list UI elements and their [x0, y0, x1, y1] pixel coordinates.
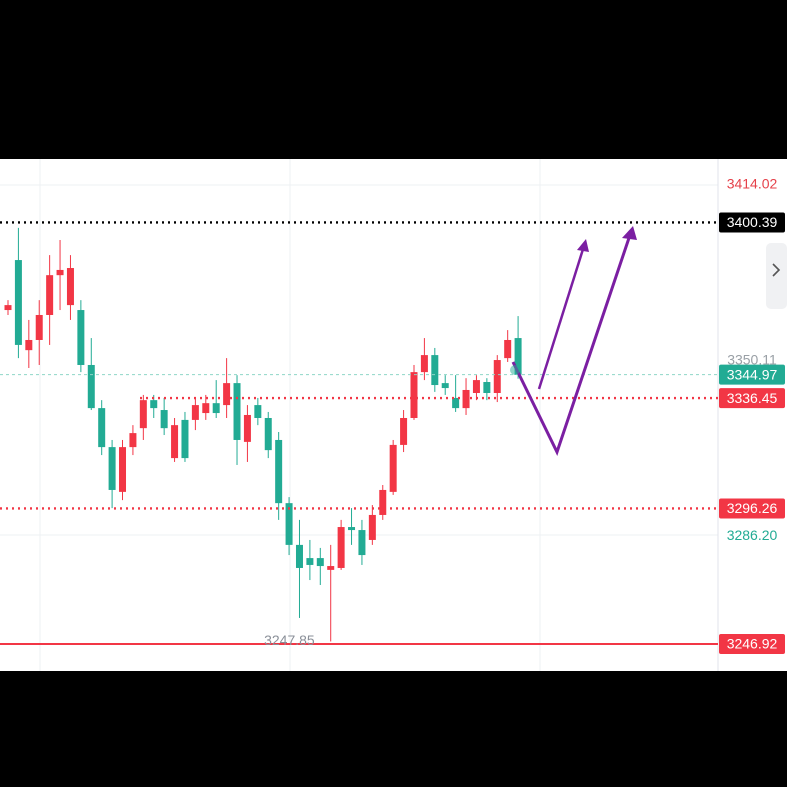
- candle-body: [160, 410, 168, 429]
- plot-area: [0, 159, 787, 671]
- candle-body: [410, 372, 418, 418]
- candle-body: [379, 489, 387, 515]
- candle-body: [25, 339, 33, 351]
- candle-body: [233, 383, 241, 440]
- candle-body: [295, 544, 303, 568]
- price-label: 3336.45: [727, 390, 778, 406]
- candles: [4, 227, 522, 642]
- candle-body: [358, 530, 366, 556]
- arrow-path: [537, 245, 586, 390]
- price-box: [719, 364, 785, 385]
- price-label: 3296.26: [727, 500, 778, 516]
- candle-body: [306, 558, 314, 565]
- candle-body: [504, 339, 512, 359]
- candle-body: [472, 380, 480, 393]
- candle-body: [14, 260, 22, 345]
- candle-body: [56, 269, 64, 276]
- candle-body: [493, 360, 501, 393]
- candle-body: [285, 503, 293, 545]
- chevron[interactable]: [772, 263, 781, 277]
- candle-body: [150, 400, 158, 409]
- candle-body: [243, 414, 251, 442]
- candle-body: [129, 433, 137, 448]
- candle-body: [483, 382, 491, 393]
- candle-body: [316, 558, 324, 567]
- candle-body: [275, 439, 283, 504]
- price-label: 3400.39: [727, 214, 778, 230]
- candle-body: [98, 408, 106, 448]
- candle-body: [212, 403, 220, 414]
- price-label: 3414.02: [727, 176, 778, 192]
- candle-body: [4, 305, 12, 311]
- candle-body: [46, 275, 54, 315]
- candle-body: [431, 355, 439, 386]
- candle-body: [420, 355, 428, 373]
- candle-body: [348, 527, 356, 531]
- arrow-head: [577, 239, 589, 252]
- price-label: 3350.11: [727, 351, 777, 367]
- candle-body: [223, 383, 231, 406]
- candle-body: [35, 314, 43, 340]
- price-label: 3246.92: [727, 636, 778, 652]
- candle-body: [139, 400, 147, 429]
- candle-body: [181, 419, 189, 459]
- candle-body: [514, 338, 522, 375]
- low-label: 3247.85: [264, 632, 315, 648]
- candle-body: [254, 405, 262, 418]
- price-marker: [510, 365, 520, 375]
- side-tab[interactable]: [766, 243, 787, 309]
- candle-body: [171, 425, 179, 459]
- price-box: [719, 388, 785, 409]
- price-label: 3286.20: [727, 527, 778, 543]
- candle-body: [77, 310, 85, 365]
- drawing-arrows: [511, 226, 637, 456]
- candle-body: [400, 417, 408, 445]
- price-label: 3344.97: [727, 366, 778, 382]
- candle-body: [452, 397, 460, 409]
- candle-body: [119, 447, 127, 492]
- candle-body: [337, 527, 345, 568]
- levels: [0, 221, 718, 645]
- price-box: [719, 212, 785, 233]
- candle-body: [368, 514, 376, 540]
- arrow-head: [622, 226, 637, 240]
- candle-body: [264, 417, 272, 451]
- candle-body: [389, 444, 397, 492]
- arrow-path: [511, 231, 633, 456]
- price-box: [719, 633, 785, 654]
- candle-body: [87, 364, 95, 409]
- candle-body: [202, 403, 210, 414]
- candle-body: [108, 447, 116, 490]
- candle-body: [441, 383, 449, 389]
- candle-body: [327, 566, 335, 570]
- candle-body: [66, 268, 74, 306]
- price-box: [719, 498, 785, 519]
- candle-body: [462, 389, 470, 409]
- candle-body: [191, 405, 199, 420]
